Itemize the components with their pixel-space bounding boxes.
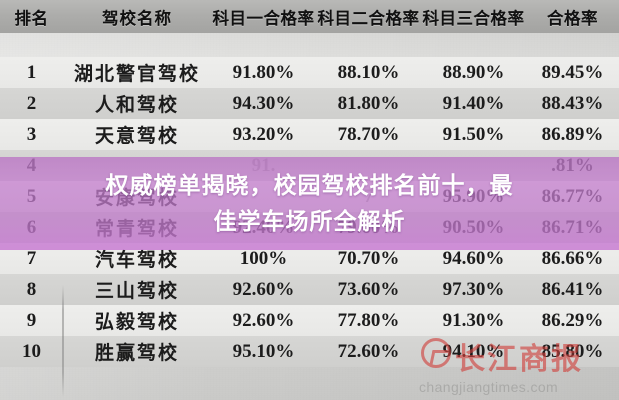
cell-subject-3: 88.90% xyxy=(442,61,505,83)
cell-rank: 3 xyxy=(26,123,37,145)
table-row: 9 弘毅驾校 92.60% 77.80% 91.30% 86.29% xyxy=(0,305,619,337)
cell-rank: 7 xyxy=(26,247,37,269)
cell-subject-2: 88.10% xyxy=(337,61,400,83)
cell-school-name: 天意驾校 xyxy=(94,125,179,148)
cell-subject-2: 78.70% xyxy=(337,123,400,145)
cell-subject-3: 94.60% xyxy=(442,247,505,269)
table-row: 3 天意驾校 93.20% 78.70% 91.50% 86.89% xyxy=(0,119,619,151)
cell-total-pass: 89.45% xyxy=(541,61,604,83)
column-header-subject-2-pass-rate: 科目二合格率 xyxy=(317,8,420,28)
cell-subject-2: 81.80% xyxy=(337,92,400,114)
cell-rank: 1 xyxy=(26,61,37,83)
cell-school-name: 三山驾校 xyxy=(94,280,179,303)
cell-rank: 8 xyxy=(26,278,37,300)
column-header-total-pass-rate: 合格率 xyxy=(547,8,598,28)
cell-subject-1: 91.80% xyxy=(232,61,295,83)
cell-subject-2: 73.60% xyxy=(337,278,400,300)
cell-total-pass: 85.80% xyxy=(541,340,604,362)
table-row: 2 人和驾校 94.30% 81.80% 91.40% 88.43% xyxy=(0,88,619,120)
table-row: 8 三山驾校 92.60% 73.60% 97.30% 86.41% xyxy=(0,274,619,306)
cell-rank: 2 xyxy=(26,92,37,114)
cell-total-pass: 88.43% xyxy=(541,92,604,114)
cell-school-name: 弘毅驾校 xyxy=(94,311,179,334)
cell-rank: 10 xyxy=(22,340,41,362)
caption-line-2: 佳学车场所全解析 xyxy=(213,208,406,235)
table-row: 10 胜赢驾校 95.10% 72.60% 94.10% 85.80% xyxy=(0,336,619,368)
cell-subject-1: 94.30% xyxy=(232,92,295,114)
cell-total-pass: 86.89% xyxy=(541,123,604,145)
cell-school-name: 人和驾校 xyxy=(94,94,179,117)
table-row: 1 湖北警官驾校 91.80% 88.10% 88.90% 89.45% xyxy=(0,57,619,89)
cell-subject-1: 95.10% xyxy=(232,340,295,362)
cell-subject-3: 97.30% xyxy=(442,278,505,300)
cell-school-name: 汽车驾校 xyxy=(94,249,179,272)
cell-rank: 9 xyxy=(26,309,37,331)
cell-subject-1: 93.20% xyxy=(232,123,295,145)
cell-total-pass: 86.41% xyxy=(541,278,604,300)
cell-subject-2: 72.60% xyxy=(337,340,400,362)
cell-subject-1: 100% xyxy=(239,247,288,269)
caption-line-1: 权威榜单揭晓，校园驾校排名前十，最 xyxy=(105,172,514,199)
cell-school-name: 胜赢驾校 xyxy=(94,342,179,365)
cell-subject-3: 94.10% xyxy=(442,340,505,362)
cell-subject-2: 70.70% xyxy=(337,247,400,269)
cell-subject-3: 91.30% xyxy=(442,309,505,331)
cell-subject-2: 77.80% xyxy=(337,309,400,331)
caption-text: 权威榜单揭晓，校园驾校排名前十，最 佳学车场所全解析 xyxy=(30,168,590,240)
cell-subject-1: 92.60% xyxy=(232,278,295,300)
cell-total-pass: 86.66% xyxy=(541,247,604,269)
cell-total-pass: 86.29% xyxy=(541,309,604,331)
table-header-row: 排名 驾校名称 科目一合格率 科目二合格率 科目三合格率 合格率 xyxy=(0,0,619,33)
column-header-rank: 排名 xyxy=(14,8,49,28)
cell-subject-3: 91.50% xyxy=(442,123,505,145)
column-header-subject-1-pass-rate: 科目一合格率 xyxy=(212,8,315,28)
column-header-name: 驾校名称 xyxy=(102,8,172,28)
cell-subject-1: 92.60% xyxy=(232,309,295,331)
caption-overlay-band: 权威榜单揭晓，校园驾校排名前十，最 佳学车场所全解析 xyxy=(0,157,619,250)
cell-subject-3: 91.40% xyxy=(442,92,505,114)
column-header-subject-3-pass-rate: 科目三合格率 xyxy=(422,8,525,28)
cell-school-name: 湖北警官驾校 xyxy=(73,63,200,86)
